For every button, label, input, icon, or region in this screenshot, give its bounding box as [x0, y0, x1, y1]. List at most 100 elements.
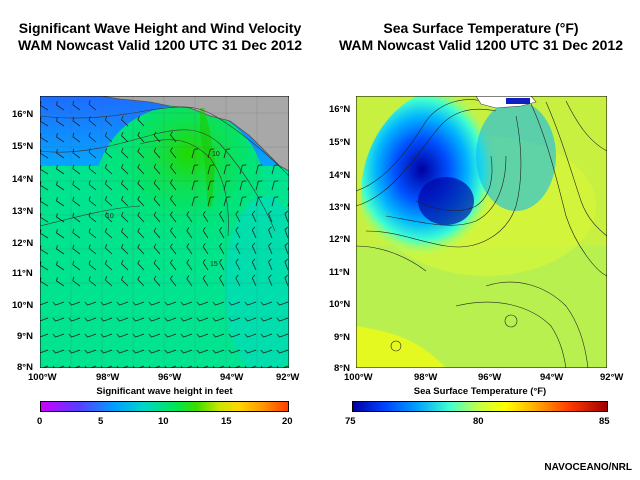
wind-barb [247, 301, 257, 306]
wind-barb [119, 349, 129, 354]
wind-barb-flag [56, 229, 58, 234]
wind-barb [56, 136, 65, 143]
wind-barb [55, 349, 65, 354]
wind-barb-flag [153, 227, 157, 232]
wind-barb-flag [284, 258, 289, 262]
wind-barb [153, 150, 161, 159]
wind-barb-flag [284, 242, 289, 246]
wind-barb-flag [56, 181, 58, 186]
wind-barb [72, 136, 81, 143]
sst-colorbar-title: Sea Surface Temperature (°F) [413, 386, 547, 397]
lat-label: 11°N [12, 268, 33, 279]
wind-barb [151, 301, 161, 306]
sst-map-title-line2: WAM Nowcast Valid 1200 UTC 31 Dec 2012 [338, 37, 623, 53]
wind-barb [103, 349, 113, 354]
lon-label: 98°W [96, 372, 120, 383]
wind-barb-flag [132, 301, 136, 306]
wind-barb [105, 263, 113, 271]
wind-barb-flag [186, 211, 190, 215]
wind-barb [135, 301, 145, 306]
wind-barb [105, 279, 113, 287]
wind-barb [287, 184, 289, 191]
wind-barb-flag [88, 212, 91, 217]
wind-barb-flag [235, 274, 239, 279]
wind-barb [251, 245, 257, 255]
wind-barb [105, 135, 113, 143]
wind-barb [151, 333, 161, 338]
wave-map-title-line1: Significant Wave Height and Wind Velocit… [18, 20, 302, 36]
wind-barb [87, 333, 97, 338]
wind-barb-flag [202, 242, 206, 247]
wind-barb-flag [52, 301, 56, 306]
wind-barb [235, 261, 241, 271]
wind-barb-flag [196, 349, 200, 354]
wind-barb-flag [72, 100, 75, 105]
wind-barb [87, 301, 97, 306]
wind-barb-flag [68, 349, 72, 354]
wind-barb-flag [260, 333, 264, 338]
wind-barb-flag [88, 100, 91, 105]
wind-barb-flag [164, 333, 168, 338]
wind-barb [88, 263, 97, 271]
wind-barb-flag [196, 301, 200, 306]
wind-barb-flag [88, 228, 91, 233]
wind-barb-flag [251, 274, 256, 279]
sst-map-svg [356, 96, 607, 368]
wind-barb-flag [244, 333, 248, 338]
wind-barb-flag [56, 149, 58, 154]
wind-barb [271, 197, 275, 207]
wind-barb-flag [260, 349, 264, 354]
wind-barb [153, 278, 161, 287]
wind-barb [153, 230, 161, 239]
wind-barb-flag [121, 147, 124, 152]
wind-barb-flag [72, 276, 75, 281]
wind-barb-flag [219, 226, 223, 231]
wind-barb [231, 333, 241, 338]
wind-barb-flag [137, 131, 140, 136]
wind-barb-flag [170, 147, 173, 152]
wind-barb [88, 183, 97, 191]
wind-barb-flag [137, 115, 140, 120]
wind-barb [202, 246, 209, 255]
wind-barb [40, 232, 49, 239]
wind-barb [119, 333, 129, 338]
wind-barb [223, 197, 227, 207]
wind-barb-flag [68, 301, 72, 306]
wind-barb [247, 349, 257, 354]
wind-barb [40, 280, 49, 287]
wind-barb-flag [121, 131, 124, 136]
wind-barb [137, 231, 145, 239]
wind-barb [219, 213, 225, 223]
wind-barb [239, 181, 243, 191]
wind-barb [263, 317, 273, 322]
wind-barb [121, 151, 129, 159]
wind-barb-flag [132, 349, 136, 354]
wind-barb [170, 246, 177, 255]
wave-height-map-svg: 10 10 15 [40, 96, 289, 368]
wind-barb [40, 317, 49, 322]
credit-label: NAVOCEANO/NRL [544, 462, 632, 473]
wind-barb [279, 317, 289, 322]
wind-barb [215, 333, 225, 338]
wind-barb [263, 333, 273, 338]
wind-barb-flag [228, 317, 232, 322]
wind-barb [199, 349, 209, 354]
wind-barb-flag [170, 259, 173, 264]
wind-barb [170, 214, 177, 223]
wind-barb [103, 333, 113, 338]
wind-barb [137, 263, 145, 271]
wind-barb [121, 247, 129, 255]
wind-barb-flag [88, 148, 91, 153]
wind-barb [255, 165, 259, 175]
wind-barb-flag [219, 274, 223, 279]
wind-barb-flag [268, 210, 272, 214]
colorbar-tick: 0 [37, 416, 43, 427]
wind-barb [255, 181, 259, 191]
wind-barb [121, 183, 129, 191]
wind-barb [215, 317, 225, 322]
wind-barb-flag [276, 301, 280, 306]
wind-barb [88, 135, 97, 143]
wind-barb [191, 149, 195, 159]
wind-barb-flag [202, 258, 206, 263]
wind-barb-flag [121, 195, 124, 200]
